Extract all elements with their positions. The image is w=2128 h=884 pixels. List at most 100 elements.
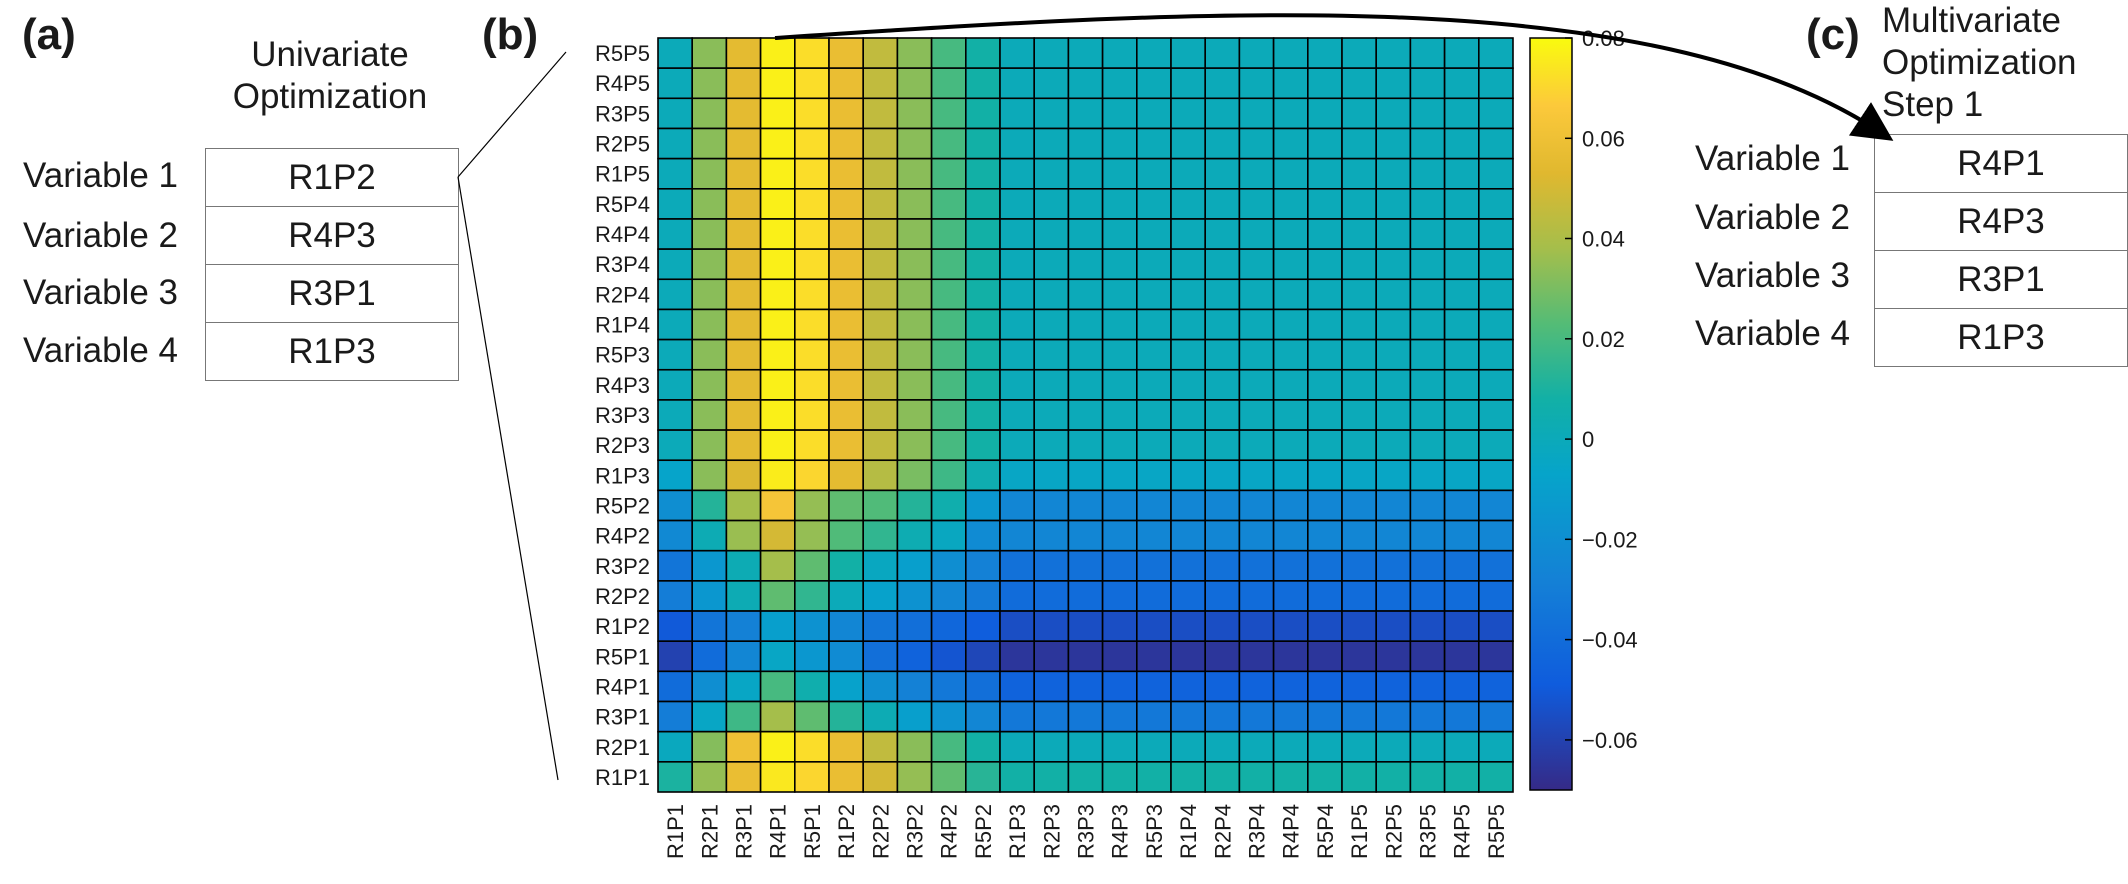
heatmap-cell <box>930 218 967 250</box>
heatmap-cell <box>725 308 762 341</box>
heatmap-cell <box>1409 580 1446 612</box>
heatmap-cell <box>1101 730 1138 763</box>
heatmap-cell <box>1307 399 1343 431</box>
heatmap-cell <box>725 157 762 190</box>
heatmap-cell <box>930 549 967 582</box>
heatmap-cell <box>759 399 796 431</box>
heatmap-cell <box>793 519 830 552</box>
variable-label: Variable 4 <box>22 331 178 370</box>
heatmap-cell <box>930 519 967 552</box>
panel-c-heading: Multivariate Optimization Step 1 <box>1882 0 2082 126</box>
heatmap-cell <box>964 700 1001 733</box>
heatmap-cell <box>862 368 899 401</box>
heatmap-cell <box>691 730 728 763</box>
heatmap-cell <box>1307 519 1343 552</box>
heatmap-cell <box>999 218 1036 250</box>
heatmap-cell <box>930 700 967 733</box>
heatmap-cell <box>964 580 1001 612</box>
heatmap-cell <box>1272 580 1309 612</box>
column-label: R3P5 <box>1416 804 1441 859</box>
heatmap-cell <box>1204 399 1241 431</box>
heatmap-cell <box>964 157 1001 190</box>
heatmap-cell <box>1478 218 1514 250</box>
colorbar <box>1529 37 1573 791</box>
variable-label: Variable 1 <box>1694 139 1850 178</box>
heatmap-cell <box>1443 700 1480 733</box>
heatmap-cell <box>657 459 694 492</box>
variable-value: R4P1 <box>1875 135 2127 193</box>
heatmap-cell <box>1443 580 1480 612</box>
heatmap-cell <box>862 188 899 220</box>
heatmap-cell <box>1375 308 1412 341</box>
heatmap-cell <box>828 338 865 371</box>
heatmap-cell <box>759 730 796 763</box>
heatmap-cell <box>1136 248 1172 281</box>
column-label: R3P4 <box>1245 804 1270 859</box>
heatmap-cell <box>1067 670 1104 703</box>
heatmap-cell <box>691 610 728 642</box>
heatmap-cell <box>1033 308 1070 341</box>
heatmap-cell <box>725 459 762 492</box>
panel-a-heading-line: Optimization <box>232 77 428 116</box>
heatmap-cell <box>1375 489 1412 522</box>
heatmap-cell <box>691 127 728 160</box>
heatmap-cell <box>793 218 830 250</box>
heatmap-cell <box>1443 218 1480 250</box>
heatmap-cell <box>1238 519 1275 552</box>
heatmap-cell <box>1067 218 1104 250</box>
heatmap-cell <box>691 37 728 69</box>
heatmap-cell <box>1409 670 1446 703</box>
heatmap-cell <box>1409 489 1446 522</box>
heatmap-cell <box>1478 519 1514 552</box>
heatmap-cell <box>862 127 899 160</box>
colorbar-ticks: 0.080.060.040.020−0.02−0.04−0.06 <box>1565 26 1638 753</box>
heatmap-cell <box>1136 730 1172 763</box>
heatmap-cell <box>1170 278 1207 311</box>
heatmap-cell <box>1067 67 1104 100</box>
heatmap-cell <box>1170 580 1207 612</box>
heatmap-cell <box>1307 700 1343 733</box>
heatmap-cell <box>1307 489 1343 522</box>
heatmap-cell <box>1409 399 1446 431</box>
heatmap-cell <box>1170 248 1207 281</box>
heatmap-cell <box>862 670 899 703</box>
heatmap-cell <box>725 580 762 612</box>
heatmap-cell <box>1443 127 1480 160</box>
heatmap-cell <box>793 761 830 793</box>
heatmap-cell <box>725 761 762 793</box>
heatmap-cell <box>896 188 933 220</box>
heatmap-cell <box>725 489 762 522</box>
colorbar-tick-label: 0.04 <box>1582 227 1625 252</box>
heatmap-cell <box>1067 308 1104 341</box>
heatmap-cell <box>1341 489 1378 522</box>
heatmap-cell <box>1341 157 1378 190</box>
heatmap-cell <box>1409 459 1446 492</box>
heatmap-cell <box>1307 218 1343 250</box>
heatmap-cell <box>1204 610 1241 642</box>
heatmap-cell <box>1478 700 1514 733</box>
heatmap-cell <box>1375 730 1412 763</box>
heatmap-cell <box>896 519 933 552</box>
heatmap-cell <box>1375 670 1412 703</box>
heatmap-cell <box>1238 459 1275 492</box>
heatmap-cell <box>1067 188 1104 220</box>
heatmap-cell <box>1443 308 1480 341</box>
heatmap-cell <box>896 67 933 100</box>
heatmap-cell <box>1478 127 1514 160</box>
heatmap-cell <box>1033 429 1070 462</box>
heatmap-cell <box>930 188 967 220</box>
heatmap-cell <box>1375 218 1412 250</box>
heatmap-cell <box>759 278 796 311</box>
heatmap-cell <box>964 278 1001 311</box>
heatmap-cell <box>828 580 865 612</box>
heatmap-cell <box>725 429 762 462</box>
heatmap-cell <box>691 218 728 250</box>
heatmap-cell <box>657 97 694 130</box>
heatmap-cell <box>725 188 762 220</box>
heatmap-cell <box>828 218 865 250</box>
heatmap-cell <box>759 218 796 250</box>
heatmap-cell <box>691 519 728 552</box>
heatmap-cell <box>725 218 762 250</box>
heatmap-cell <box>1238 67 1275 100</box>
column-label: R3P2 <box>903 804 928 859</box>
